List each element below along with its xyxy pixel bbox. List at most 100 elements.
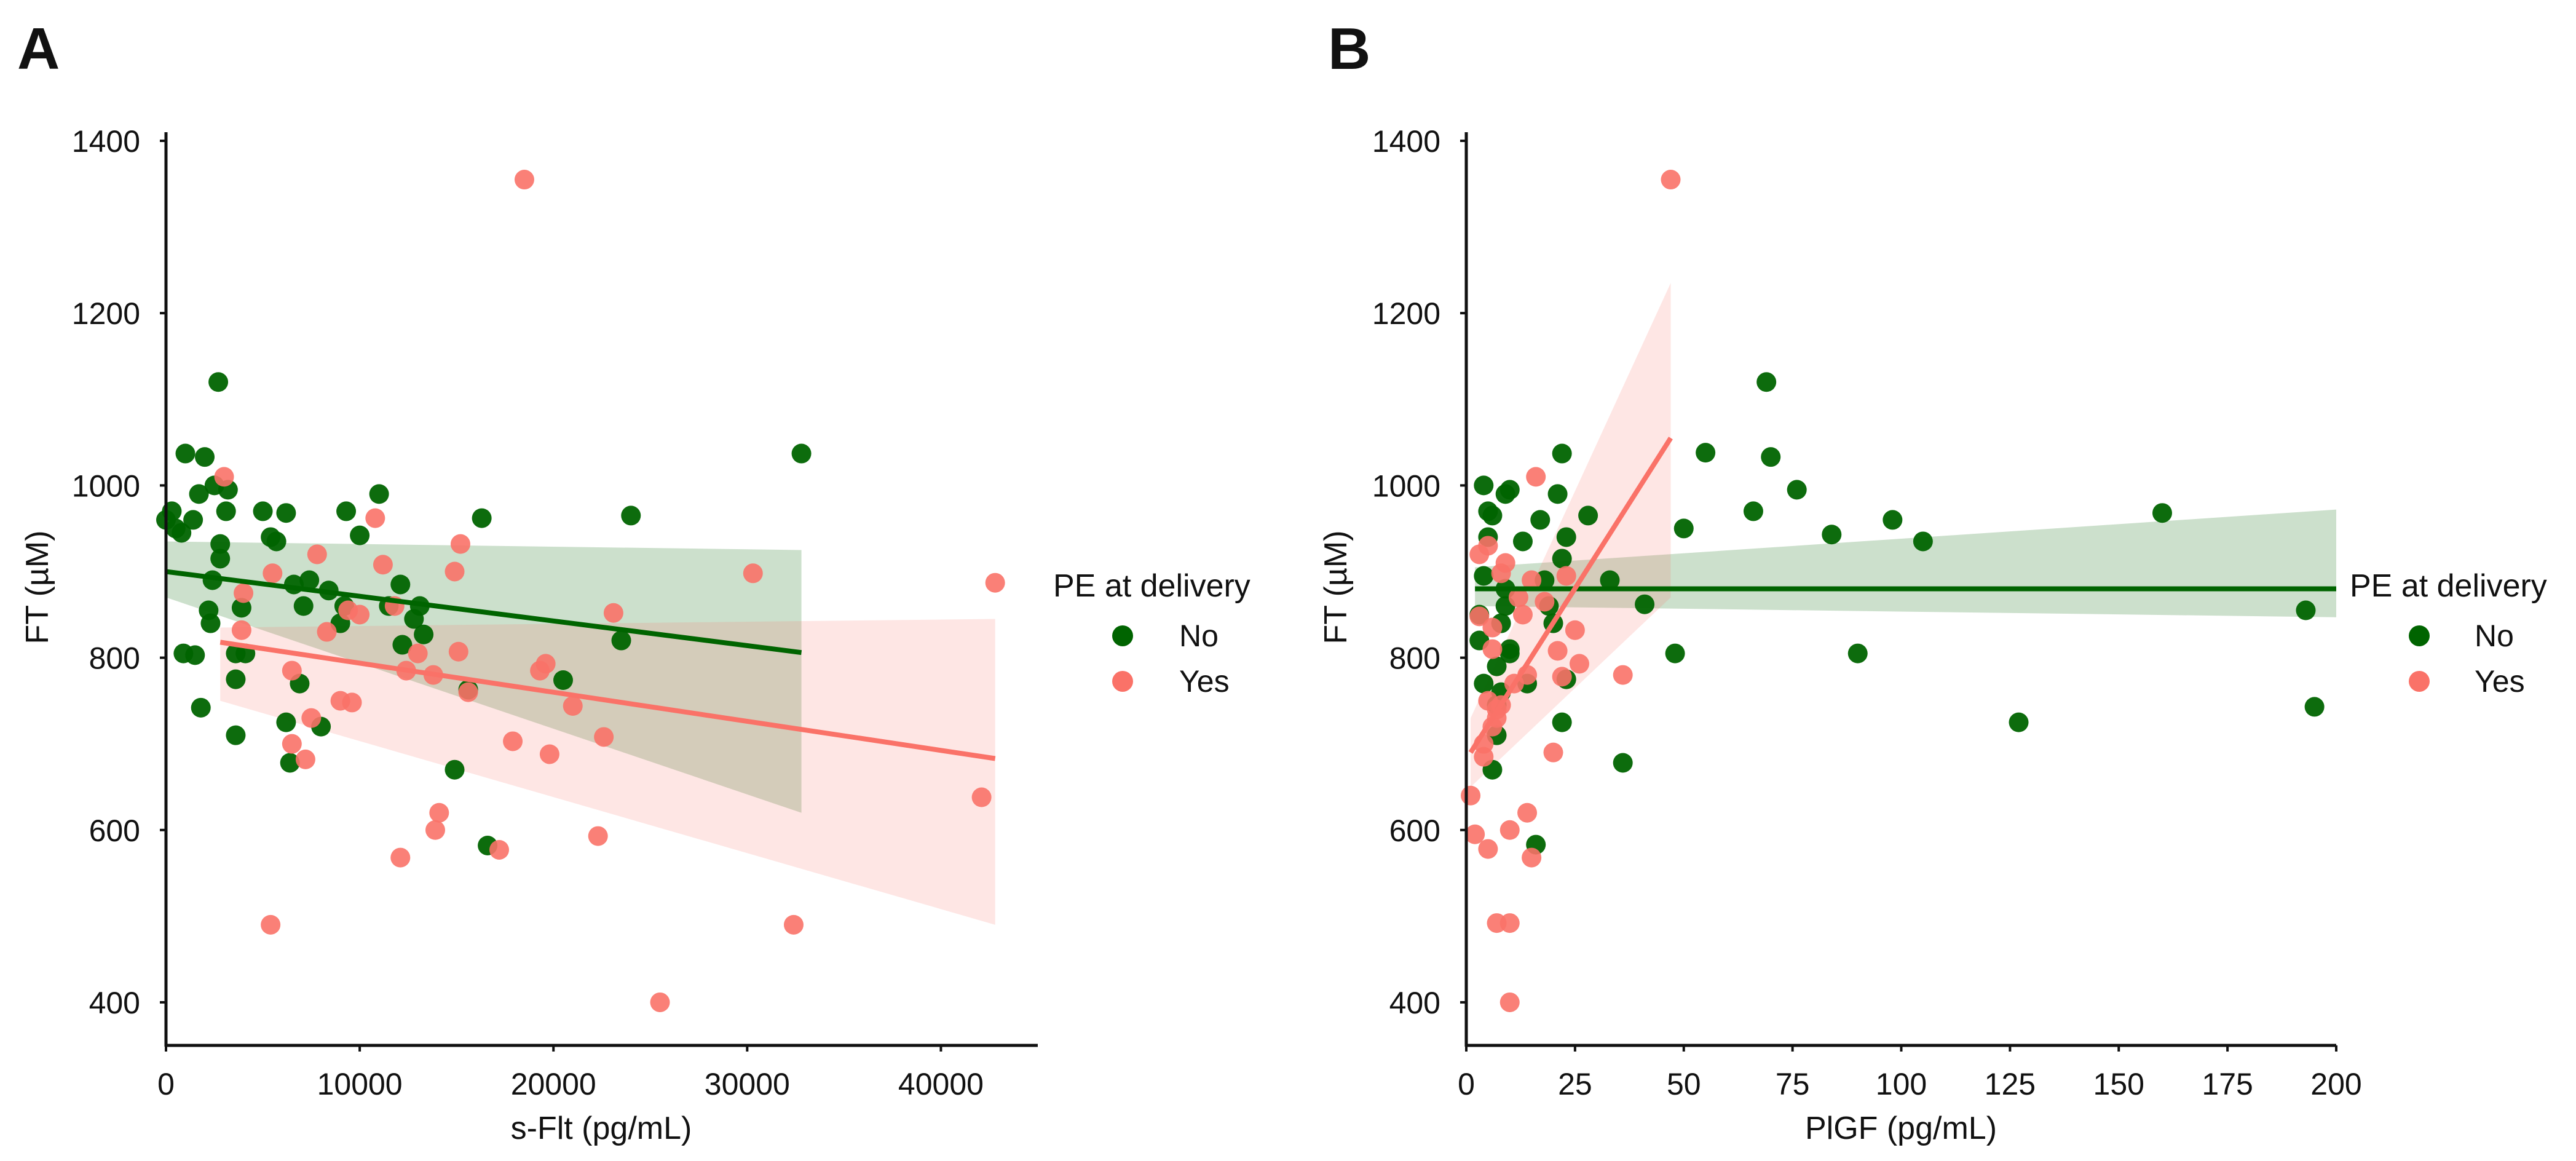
y-axis-label: FT (µM) xyxy=(1318,531,1354,644)
data-point-yes xyxy=(985,573,1005,593)
data-point-yes xyxy=(1517,802,1538,823)
data-point-no xyxy=(253,501,273,521)
data-point-no xyxy=(1474,566,1494,586)
data-point-no xyxy=(1552,712,1572,732)
legend-label-no: No xyxy=(1179,619,1219,653)
data-point-yes xyxy=(783,914,804,935)
chart-panel-a: A 0 10000 20000 30000 40000 400 600 800 1000 1200… xyxy=(17,16,1250,1146)
data-point-yes xyxy=(231,620,251,640)
data-point-no xyxy=(2009,712,2029,732)
data-point-no xyxy=(1530,510,1551,530)
data-point-no xyxy=(1883,510,1903,530)
data-point-yes xyxy=(1461,785,1481,806)
data-point-yes xyxy=(603,603,623,623)
data-point-yes xyxy=(588,826,608,846)
y-tick-label: 600 xyxy=(1389,814,1440,848)
data-point-yes xyxy=(1569,654,1589,674)
data-point-no xyxy=(1474,475,1494,496)
data-point-yes xyxy=(1526,467,1546,487)
data-point-no xyxy=(791,443,812,464)
data-point-no xyxy=(1761,447,1781,467)
data-point-yes xyxy=(1499,913,1520,933)
ci-band-yes xyxy=(220,619,995,925)
data-point-no xyxy=(216,501,236,521)
data-point-yes xyxy=(1478,536,1498,556)
data-point-no xyxy=(1578,505,1598,526)
data-point-yes xyxy=(489,839,509,860)
panel-label: B xyxy=(1328,16,1370,82)
data-point-no xyxy=(1673,518,1694,539)
data-point-yes xyxy=(425,820,446,840)
data-point-no xyxy=(299,570,320,590)
y-tick-label: 1200 xyxy=(72,296,140,331)
data-point-yes xyxy=(429,802,449,823)
data-point-yes xyxy=(1508,587,1528,608)
legend: PE at delivery No Yes xyxy=(1053,568,1250,699)
data-point-no xyxy=(210,534,231,554)
data-point-no xyxy=(390,574,411,595)
data-point-no xyxy=(1552,443,1572,464)
data-point-no xyxy=(553,670,573,690)
data-point-no xyxy=(1613,753,1633,773)
data-point-yes xyxy=(535,654,556,674)
regression-line-no xyxy=(165,569,802,656)
data-point-no xyxy=(1499,480,1520,500)
data-point-no xyxy=(195,447,215,467)
x-tick-label: 175 xyxy=(2202,1067,2253,1101)
legend-marker-yes xyxy=(1112,671,1133,692)
data-point-yes xyxy=(350,604,370,625)
data-point-yes xyxy=(563,696,583,716)
data-point-yes xyxy=(1543,742,1563,763)
axes: 0 10000 20000 30000 40000 400 600 800 1000 1200 14… xyxy=(72,124,1038,1101)
data-point-yes xyxy=(1522,847,1542,868)
data-point-yes xyxy=(1613,665,1633,685)
data-point-no xyxy=(293,596,314,616)
data-point-no xyxy=(185,645,205,665)
data-point-yes xyxy=(1478,839,1498,859)
scatter-points xyxy=(156,170,1005,1012)
legend-title: PE at delivery xyxy=(2350,568,2547,604)
data-point-yes xyxy=(1482,617,1503,638)
data-point-no xyxy=(175,443,196,464)
x-tick-label: 200 xyxy=(2310,1067,2361,1101)
data-point-yes xyxy=(1552,667,1572,687)
data-point-yes xyxy=(1556,566,1576,586)
data-point-no xyxy=(226,669,246,689)
confidence-bands xyxy=(166,541,995,925)
data-point-yes xyxy=(1522,570,1542,590)
data-point-no xyxy=(444,759,465,780)
data-point-no xyxy=(2296,600,2316,620)
data-point-no xyxy=(611,630,631,651)
data-point-no xyxy=(621,505,641,526)
data-point-yes xyxy=(1661,170,1681,190)
regression-lines xyxy=(165,569,996,761)
data-point-no xyxy=(1482,505,1503,526)
data-point-yes xyxy=(373,555,393,575)
data-point-yes xyxy=(448,641,468,662)
data-point-yes xyxy=(342,692,362,713)
chart-panel-b: B 0 25 50 75 100 125 150 175 200 400 600 800 1000 120… xyxy=(1318,16,2547,1146)
x-tick-label: 100 xyxy=(1876,1067,1927,1101)
data-point-no xyxy=(280,753,300,773)
data-point-no xyxy=(1913,531,1933,552)
x-tick-label: 10000 xyxy=(317,1067,403,1101)
x-tick-label: 0 xyxy=(1458,1067,1475,1101)
legend-label-yes: Yes xyxy=(1179,664,1230,699)
data-point-yes xyxy=(458,682,478,702)
data-point-yes xyxy=(390,847,411,868)
data-point-no xyxy=(226,725,246,745)
x-tick-label: 25 xyxy=(1558,1067,1592,1101)
y-tick-label: 1200 xyxy=(1372,296,1440,331)
panel-label: A xyxy=(17,16,60,82)
data-point-no xyxy=(200,613,221,633)
data-point-yes xyxy=(295,749,315,769)
data-point-yes xyxy=(282,660,302,681)
data-point-yes xyxy=(234,583,254,603)
data-point-no xyxy=(266,531,286,552)
data-point-yes xyxy=(971,787,992,807)
y-tick-label: 1000 xyxy=(72,469,140,503)
data-point-no xyxy=(1556,527,1576,547)
data-point-yes xyxy=(408,643,428,664)
data-point-yes xyxy=(1499,820,1520,840)
